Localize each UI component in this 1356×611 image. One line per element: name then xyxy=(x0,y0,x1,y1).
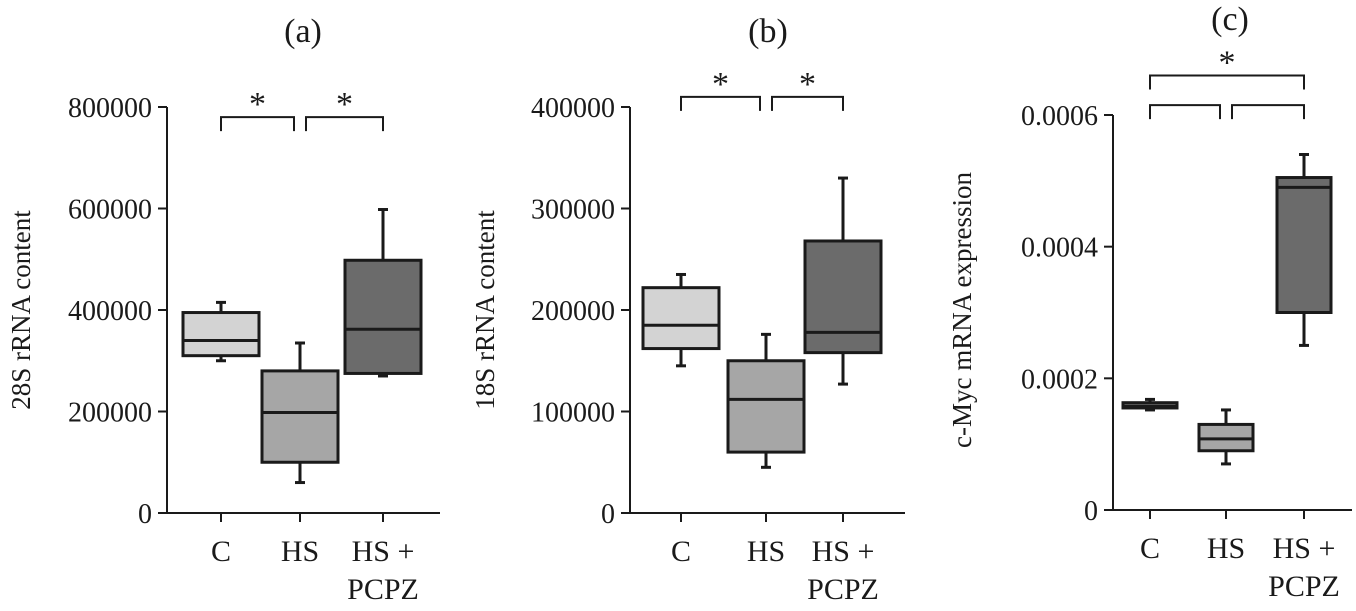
x-tick-label-line: PCPZ xyxy=(807,573,879,606)
x-tick-label: C xyxy=(1140,532,1160,565)
significance-bracket xyxy=(305,116,384,132)
significance-label: * xyxy=(336,86,353,123)
significance-bracket xyxy=(1149,104,1221,120)
y-axis-label: 18S rRNA content xyxy=(470,210,500,410)
significance-bracket xyxy=(680,95,761,111)
x-tick-label-line: HS + xyxy=(1273,532,1336,565)
y-tick-label: 0 xyxy=(138,499,152,530)
x-tick-label-line: HS xyxy=(281,535,319,568)
chart-panel-0: (a) 0 200000 400000 600000 800000 28S rRNA con… xyxy=(6,13,440,606)
box-2 xyxy=(1275,153,1333,347)
x-tick-label-line: HS + xyxy=(812,535,875,568)
box-0 xyxy=(181,300,261,363)
x-tick-label: C xyxy=(671,535,691,568)
y-tick-label: 200000 xyxy=(531,296,615,327)
y-tick-label: 600000 xyxy=(68,195,152,226)
box-iqr xyxy=(260,369,340,464)
x-tick-label: HS xyxy=(747,535,785,568)
y-axis-label: c-Myc mRNA expression xyxy=(947,172,977,448)
x-tick-label: HS + PCPZ xyxy=(807,535,879,606)
x-tick-label-line: HS xyxy=(747,535,785,568)
y-tick-label: 400000 xyxy=(68,296,152,327)
x-tick-label-line: C xyxy=(1140,532,1160,565)
y-tick-label: 800000 xyxy=(68,93,152,124)
significance-label: * xyxy=(799,66,816,103)
x-tick-label-line: PCPZ xyxy=(1268,570,1340,603)
significance-bracket xyxy=(1149,74,1305,90)
box-2 xyxy=(343,208,423,378)
chart-panel-1: (b) 0 100000 200000 300000 400000 18S rRNA con… xyxy=(470,13,905,606)
x-tick-label-line: C xyxy=(671,535,691,568)
y-tick-label: 0.0002 xyxy=(1021,364,1098,395)
x-tick-label-line: HS xyxy=(1207,532,1245,565)
y-tick-label: 0 xyxy=(1084,496,1098,527)
x-tick-label: HS xyxy=(281,535,319,568)
significance-label: * xyxy=(1219,45,1236,82)
panel-label: (c) xyxy=(1211,1,1249,38)
significance-bracket xyxy=(220,116,295,132)
y-tick-label: 100000 xyxy=(531,398,615,429)
x-tick-label: HS + PCPZ xyxy=(347,535,419,606)
significance-bracket xyxy=(771,95,844,111)
significance-label: * xyxy=(712,66,729,103)
box-1 xyxy=(1197,408,1255,466)
panel-label: (b) xyxy=(748,13,788,50)
box-iqr xyxy=(803,239,883,355)
panel-label: (a) xyxy=(284,13,322,50)
chart-panel-2: (c) 0 0.0002 0.0004 0.0006 c-Myc mRNA express… xyxy=(947,1,1352,603)
x-tick-label: C xyxy=(211,535,231,568)
y-tick-label: 200000 xyxy=(68,398,152,429)
x-tick-label: HS + PCPZ xyxy=(1268,532,1340,603)
y-tick-label: 300000 xyxy=(531,195,615,226)
significance-bracket xyxy=(1231,104,1305,120)
box-iqr xyxy=(181,311,261,358)
y-tick-label: 400000 xyxy=(531,93,615,124)
significance-label: * xyxy=(249,86,266,123)
x-tick-label-line: HS + xyxy=(352,535,415,568)
box-2 xyxy=(803,176,883,386)
box-1 xyxy=(260,341,340,485)
x-tick-label-line: PCPZ xyxy=(347,573,419,606)
x-tick-label: HS xyxy=(1207,532,1245,565)
box-1 xyxy=(726,332,806,469)
box-iqr xyxy=(726,359,806,454)
y-axis-label: 28S rRNA content xyxy=(6,210,36,410)
box-iqr xyxy=(641,286,721,351)
box-0 xyxy=(641,272,721,368)
box-iqr xyxy=(1275,176,1333,314)
box-0 xyxy=(1121,397,1179,412)
y-tick-label: 0.0004 xyxy=(1021,233,1098,264)
box-iqr xyxy=(343,258,423,375)
y-tick-label: 0.0006 xyxy=(1021,101,1098,132)
x-tick-label-line: C xyxy=(211,535,231,568)
y-tick-label: 0 xyxy=(601,499,615,530)
